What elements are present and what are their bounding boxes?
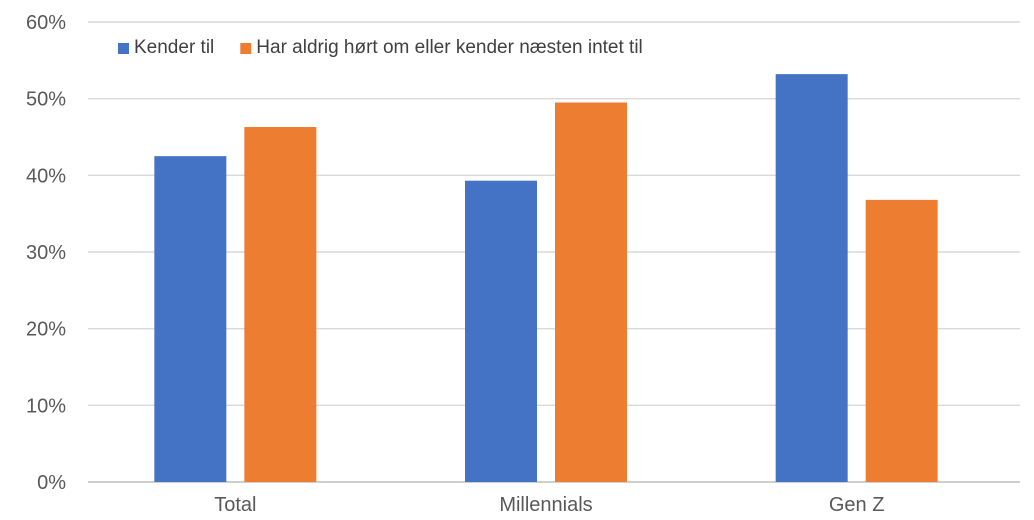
bar-total-series-1 xyxy=(154,156,227,482)
y-tick-label: 20% xyxy=(26,319,66,341)
y-tick-label: 60% xyxy=(26,12,66,34)
x-category-label: Gen Z xyxy=(829,494,885,516)
y-axis-ticks: 0% 10% 20% 30% 40% 50% 60% xyxy=(26,12,66,494)
legend-label: Kender til xyxy=(134,37,214,58)
y-tick-label: 0% xyxy=(37,472,66,494)
bar-millennials-series-1 xyxy=(465,180,537,482)
bar-gen-z-series-2 xyxy=(865,199,938,482)
y-tick-label: 40% xyxy=(26,165,66,187)
bar-gen-z-series-1 xyxy=(775,74,848,482)
legend-swatch xyxy=(118,43,129,54)
y-tick-label: 10% xyxy=(26,395,66,417)
bars xyxy=(154,74,938,483)
legend-swatch xyxy=(240,43,252,54)
legend-label: Har aldrig hørt om eller kender næsten i… xyxy=(256,37,643,58)
legend: Kender til Har aldrig hørt om eller kende… xyxy=(118,37,643,58)
y-tick-label: 50% xyxy=(26,89,66,111)
y-tick-label: 30% xyxy=(26,242,66,264)
bar-millennials-series-2 xyxy=(555,102,627,482)
gridlines xyxy=(88,21,1020,483)
x-category-label: Millennials xyxy=(499,494,592,516)
bar-total-series-2 xyxy=(244,127,317,483)
x-category-label: Total xyxy=(214,494,256,516)
x-axis-categories: Total Millennials Gen Z xyxy=(214,494,884,516)
